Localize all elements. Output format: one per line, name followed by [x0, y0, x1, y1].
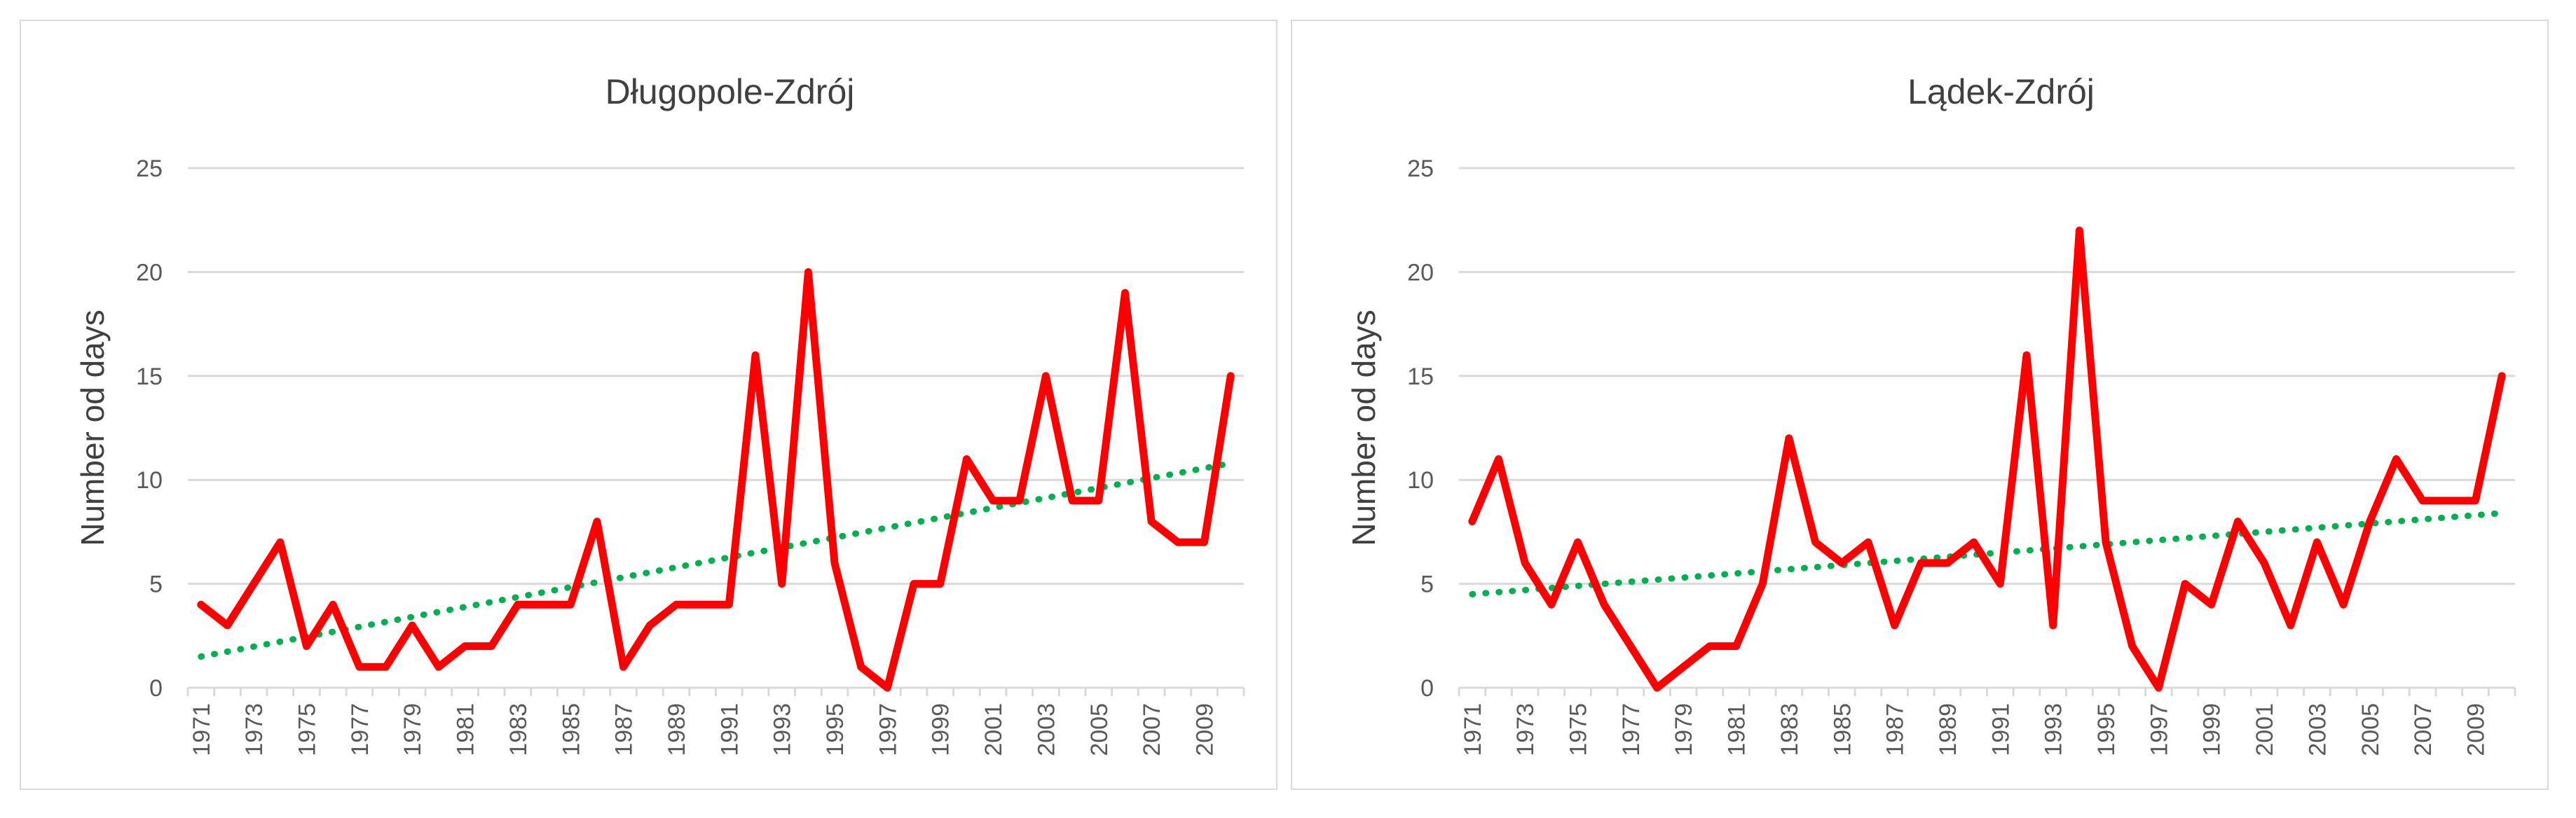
y-tick-label: 15 — [1407, 363, 1434, 390]
y-tick-label: 25 — [1407, 155, 1434, 182]
x-tick-label: 1979 — [1671, 703, 1697, 756]
x-tick-label: 1973 — [241, 703, 268, 756]
x-tick-label: 1989 — [1935, 703, 1961, 756]
x-tick-label: 2001 — [2252, 703, 2278, 756]
trend-line-dlugopole — [198, 459, 1234, 660]
x-tick-label: 1987 — [611, 703, 638, 756]
x-tick-label: 1979 — [399, 703, 426, 756]
x-tick-label: 1991 — [716, 703, 743, 756]
x-tick-label: 2003 — [2304, 703, 2331, 756]
x-tick-label: 1975 — [1566, 703, 1592, 756]
chart-ladek: Lądek-Zdrój Number od days 0 5 10 15 20 25 1971 1… — [1345, 72, 2516, 756]
y-tick-label: 0 — [1420, 675, 1434, 702]
x-tick-label: 1993 — [2041, 703, 2067, 756]
x-tick-label: 1987 — [1882, 703, 1909, 756]
x-tick-label: 1999 — [2199, 703, 2226, 756]
x-tick-label: 1981 — [1724, 703, 1751, 756]
y-tick-label: 5 — [149, 571, 163, 598]
x-tick-label: 2001 — [980, 703, 1007, 756]
x-tick-label: 1989 — [664, 703, 690, 756]
y-axis-label: Number od days — [1345, 310, 1382, 546]
x-tick-label: 1995 — [2093, 703, 2120, 756]
series-line-ladek — [1468, 226, 2506, 692]
x-tick-label: 1981 — [453, 703, 479, 756]
trend-line-ladek — [1469, 510, 2505, 597]
x-tick-label: 1973 — [1512, 703, 1539, 756]
x-tick-label: 1971 — [189, 703, 215, 756]
x-tick-label: 1993 — [769, 703, 796, 756]
y-axis-label: Number od days — [74, 310, 111, 546]
chart-panel-dlugopole: Długopole-Zdrój Number od days 0 5 10 15 20 25 1… — [20, 20, 1277, 790]
x-tick-label: 1977 — [347, 703, 374, 756]
y-tick-label: 20 — [1407, 259, 1434, 286]
y-tick-label: 15 — [136, 363, 163, 390]
y-tick-label: 10 — [1407, 467, 1434, 494]
x-tick-label: 1985 — [1829, 703, 1856, 756]
x-tick-label: 2009 — [1191, 703, 1218, 756]
x-tick-label: 2007 — [2410, 703, 2437, 756]
chart-dlugopole: Długopole-Zdrój Number od days 0 5 10 15 20 25 1… — [74, 72, 1245, 756]
y-tick-label: 10 — [136, 467, 163, 494]
x-tick-label: 1983 — [1776, 703, 1803, 756]
x-tick-label: 1995 — [822, 703, 849, 756]
chart-title: Lądek-Zdrój — [1907, 72, 2095, 111]
x-tick-label: 2003 — [1033, 703, 1060, 756]
x-tick-label: 1971 — [1460, 703, 1486, 756]
chart-panel-ladek: Lądek-Zdrój Number od days 0 5 10 15 20 25 1971 1… — [1291, 20, 2549, 790]
x-tick-label: 1991 — [1987, 703, 2014, 756]
x-tick-label: 2005 — [1086, 703, 1113, 756]
y-tick-label: 20 — [136, 259, 163, 286]
y-tick-label: 25 — [136, 155, 163, 182]
chart-title: Długopole-Zdrój — [605, 72, 855, 111]
x-tick-label: 1999 — [928, 703, 954, 756]
x-tick-label: 1985 — [558, 703, 584, 756]
x-tick-label: 2009 — [2462, 703, 2489, 756]
y-tick-label: 0 — [149, 675, 163, 702]
x-tick-label: 1977 — [1618, 703, 1645, 756]
x-tick-label: 1983 — [505, 703, 532, 756]
x-tick-label: 1997 — [875, 703, 901, 756]
x-tick-label: 2005 — [2357, 703, 2384, 756]
x-tick-label: 1997 — [2146, 703, 2172, 756]
series-line-dlugopole — [197, 268, 1235, 692]
x-tick-label: 1975 — [294, 703, 321, 756]
y-tick-label: 5 — [1420, 571, 1434, 598]
x-tick-label: 2007 — [1139, 703, 1165, 756]
